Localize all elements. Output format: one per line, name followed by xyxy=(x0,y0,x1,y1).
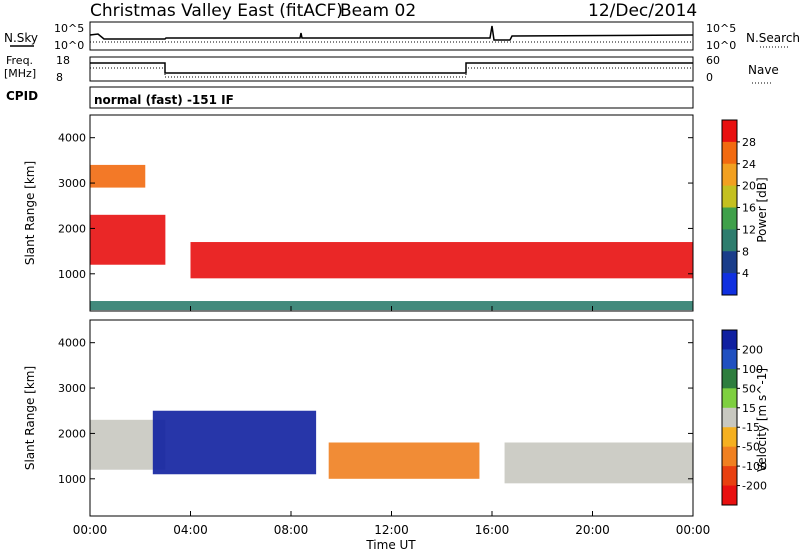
colorbar-swatch xyxy=(722,207,737,230)
feature-orange-band xyxy=(328,442,480,479)
beam-title: Beam 02 xyxy=(340,1,416,21)
power-panel: 4000 3000 2000 1000 Slant Range [km] 28 24 20… xyxy=(23,114,769,312)
feature-ground-scatter-night xyxy=(504,442,693,484)
x-tick-label: 00:00 xyxy=(73,523,108,537)
colorbar-swatch xyxy=(722,446,737,467)
colorbar-swatch xyxy=(722,330,737,350)
power-frame xyxy=(89,114,694,312)
freq-series xyxy=(90,62,693,74)
nsearch-tick-top: 10^5 xyxy=(706,22,736,35)
colorbar-tick-label: 16 xyxy=(742,202,756,215)
freq-tick-bottom: 8 xyxy=(56,71,63,84)
power-colorbar-label: Power [dB] xyxy=(755,177,769,242)
colorbar-swatch xyxy=(722,427,737,448)
colorbar-tick-label: 8 xyxy=(742,245,749,258)
nsky-series xyxy=(89,25,694,41)
colorbar-swatch xyxy=(722,349,737,370)
colorbar-tick-label: -200 xyxy=(742,480,767,493)
colorbar-frame xyxy=(721,329,738,506)
x-tick-label: 04:00 xyxy=(173,523,208,537)
velocity-ylabel: Slant Range [km] xyxy=(23,366,37,470)
power-y-ticks: 4000 3000 2000 1000 xyxy=(58,132,693,281)
power-ylabel: Slant Range [km] xyxy=(23,161,37,265)
colorbar-swatch xyxy=(722,120,737,143)
feature-upper-band xyxy=(90,164,146,188)
colorbar-tick-label: 28 xyxy=(742,136,756,149)
y-tick-label: 3000 xyxy=(58,382,86,395)
nsky-panel: N.Sky 10^5 10^0 10^5 10^0 N.Search xyxy=(4,21,800,52)
date-title: 12/Dec/2014 xyxy=(588,1,697,21)
velocity-panel: 4000 3000 2000 1000 Slant Range [km] 200 100… xyxy=(23,319,769,517)
colorbar-tick-label: 12 xyxy=(742,223,756,236)
cpid-value: normal (fast) -151 IF xyxy=(94,93,234,107)
colorbar-swatch xyxy=(722,229,737,252)
nsearch-label: N.Search xyxy=(746,31,800,45)
colorbar-swatch xyxy=(722,273,737,296)
power-heatmap xyxy=(90,164,693,311)
nave-series xyxy=(90,67,693,78)
feature-ground-scatter-strip xyxy=(90,301,693,311)
velocity-colorbar: 200 100 50 15 -15 -50 -100 -200 xyxy=(721,329,767,506)
y-tick-label: 1000 xyxy=(58,268,86,281)
colorbar-tick-label: 200 xyxy=(742,343,763,356)
colorbar-tick-label: 4 xyxy=(742,267,749,280)
freq-unit: [MHz] xyxy=(4,67,36,80)
colorbar-swatch xyxy=(722,185,737,208)
x-tick-label: 08:00 xyxy=(274,523,309,537)
colorbar-tick-label: -100 xyxy=(742,460,767,473)
colorbar-swatch xyxy=(722,407,737,428)
colorbar-swatch xyxy=(722,141,737,165)
x-axis-label: Time UT xyxy=(365,538,416,552)
velocity-colorbar-label: Velocity [m s^-1] xyxy=(755,368,769,472)
colorbar-tick-label: -50 xyxy=(742,441,760,454)
nsky-tick-bottom: 10^0 xyxy=(54,39,84,52)
x-tick-label: 20:00 xyxy=(575,523,610,537)
nave-label: Nave xyxy=(748,63,779,77)
y-tick-label: 4000 xyxy=(58,132,86,145)
station-title: Christmas Valley East (fitACF) xyxy=(90,1,343,21)
x-axis-ticks: 00:00 04:00 08:00 12:00 16:00 20:00 00:00 xyxy=(73,306,711,537)
velocity-heatmap xyxy=(90,410,693,484)
feature-early-band xyxy=(90,214,166,265)
colorbar-tick-label: 50 xyxy=(742,382,756,395)
nave-tick-bottom: 0 xyxy=(706,71,713,84)
freq-label: Freq. xyxy=(6,54,33,67)
freq-tick-top: 18 xyxy=(56,54,70,67)
feature-blue-band xyxy=(152,410,317,475)
feature-main-band xyxy=(190,242,693,279)
colorbar-tick-label: 20 xyxy=(742,180,756,193)
cpid-frame xyxy=(89,86,694,109)
colorbar-tick-label: -15 xyxy=(742,421,760,434)
x-tick-label: 00:00 xyxy=(676,523,711,537)
velocity-y-ticks: 4000 3000 2000 1000 xyxy=(58,337,693,486)
nsearch-tick-bottom: 10^0 xyxy=(706,39,736,52)
colorbar-tick-label: 24 xyxy=(742,158,756,171)
y-tick-label: 2000 xyxy=(58,427,86,440)
x-tick-label: 16:00 xyxy=(475,523,510,537)
freq-panel: Freq. [MHz] 18 8 60 0 Nave xyxy=(4,54,779,84)
colorbar-tick-label: 15 xyxy=(742,402,756,415)
y-tick-label: 3000 xyxy=(58,177,86,190)
colorbar-tick-label: 100 xyxy=(742,363,763,376)
x-tick-label: 12:00 xyxy=(374,523,409,537)
freq-frame xyxy=(89,56,694,82)
colorbar-swatch xyxy=(722,163,737,187)
cpid-label: CPID xyxy=(6,89,38,103)
colorbar-swatch xyxy=(722,251,737,274)
y-tick-label: 2000 xyxy=(58,222,86,235)
nsky-label: N.Sky xyxy=(4,31,38,45)
nave-tick-top: 60 xyxy=(706,54,720,67)
colorbar-swatch xyxy=(722,485,737,506)
colorbar-swatch xyxy=(722,388,737,409)
colorbar-swatch xyxy=(722,368,737,389)
y-tick-label: 1000 xyxy=(58,473,86,486)
y-tick-label: 4000 xyxy=(58,337,86,350)
colorbar-swatch xyxy=(722,466,737,487)
power-colorbar: 28 24 20 16 12 8 4 xyxy=(721,119,756,296)
nsky-tick-top: 10^5 xyxy=(54,22,84,35)
